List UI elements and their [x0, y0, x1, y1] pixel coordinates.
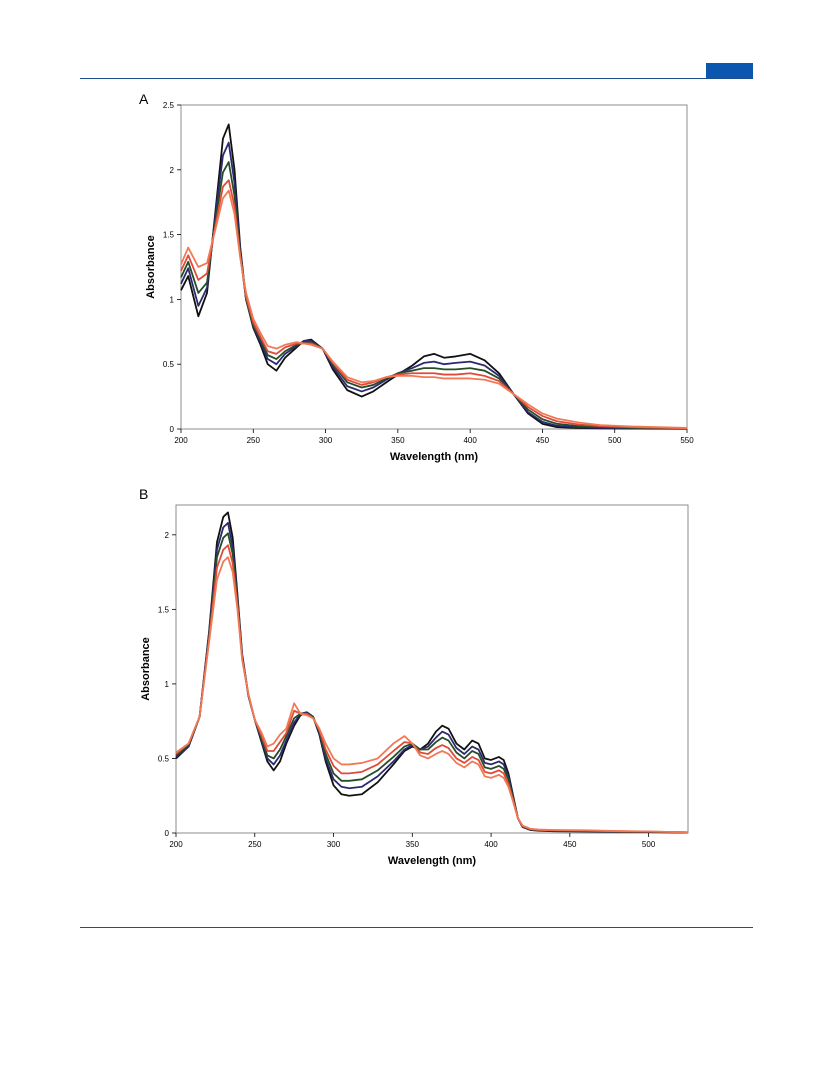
- header-tab: [706, 63, 753, 78]
- series-line-5: [175, 556, 689, 834]
- y-axis-title: Absorbance: [140, 637, 152, 701]
- series-line-5: [180, 189, 688, 429]
- x-tick-label: 450: [536, 436, 550, 445]
- x-tick-label: 450: [563, 840, 577, 849]
- y-tick-label: 0.5: [158, 754, 170, 763]
- x-tick-label: 400: [463, 436, 477, 445]
- series-line-3: [180, 161, 688, 430]
- y-tick-label: 1.5: [163, 231, 175, 240]
- series-line-3: [175, 532, 689, 834]
- y-tick-label: 1.5: [158, 605, 170, 614]
- x-tick-label: 300: [327, 840, 341, 849]
- x-tick-label: 400: [484, 840, 498, 849]
- y-tick-label: 2.5: [163, 101, 175, 110]
- x-axis-title: Wavelength (nm): [390, 451, 479, 463]
- footer-rule: [80, 927, 753, 928]
- y-axis-title: Absorbance: [145, 235, 157, 299]
- x-tick-label: 250: [247, 436, 261, 445]
- plot-area: [180, 104, 688, 430]
- x-tick-label: 350: [391, 436, 405, 445]
- header-rule: [80, 78, 753, 79]
- series-line-2: [180, 141, 688, 430]
- y-tick-label: 0.5: [163, 360, 175, 369]
- x-tick-label: 300: [319, 436, 333, 445]
- x-tick-label: 500: [608, 436, 622, 445]
- series-line-1: [175, 511, 689, 834]
- y-tick-label: 2: [165, 531, 170, 540]
- y-tick-label: 0: [170, 425, 175, 434]
- y-tick-label: 1: [170, 295, 175, 304]
- x-tick-label: 200: [174, 436, 188, 445]
- x-tick-label: 250: [248, 840, 262, 849]
- y-tick-label: 1: [165, 680, 170, 689]
- series-line-4: [180, 179, 688, 430]
- x-tick-label: 500: [642, 840, 656, 849]
- y-tick-label: 2: [170, 166, 175, 175]
- plot-area: [175, 504, 689, 834]
- y-tick-label: 0: [165, 829, 170, 838]
- x-tick-label: 200: [169, 840, 183, 849]
- series-line-4: [175, 544, 689, 834]
- x-axis-title: Wavelength (nm): [388, 855, 477, 867]
- panel-a-label: A: [139, 91, 149, 107]
- series-line-2: [175, 521, 689, 834]
- panel-b-label: B: [139, 486, 149, 502]
- x-tick-label: 350: [406, 840, 420, 849]
- x-tick-label: 550: [680, 436, 694, 445]
- series-line-1: [180, 123, 688, 430]
